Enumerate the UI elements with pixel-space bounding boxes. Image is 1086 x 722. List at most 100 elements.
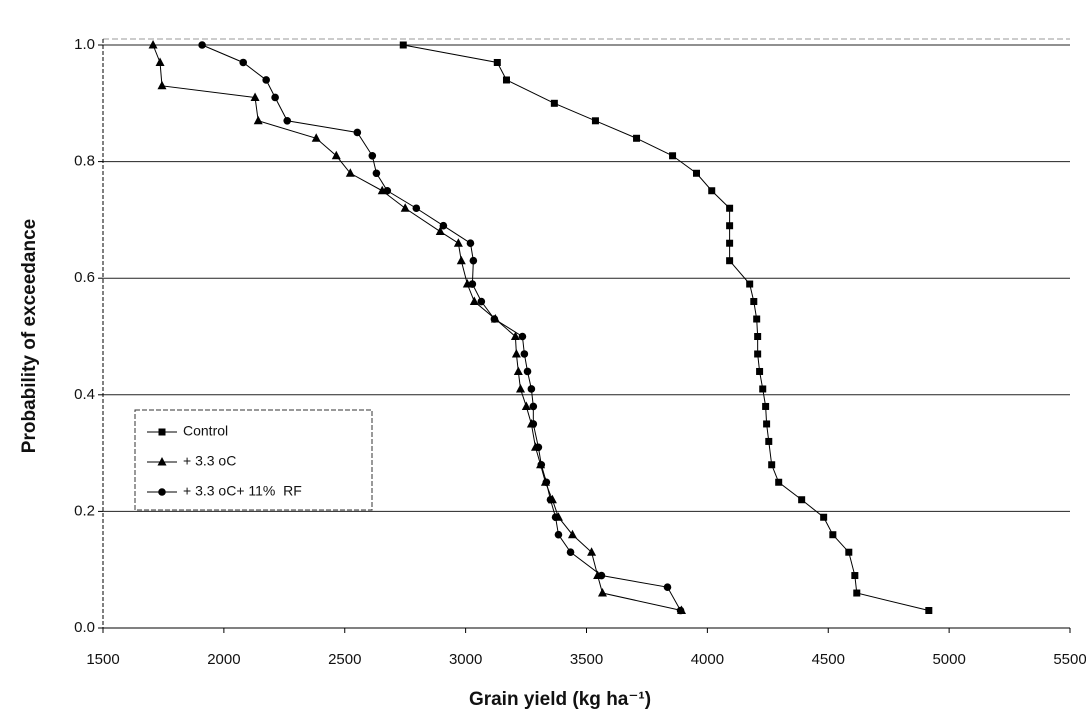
marker	[466, 239, 475, 248]
marker	[283, 116, 292, 125]
marker	[527, 385, 536, 393]
marker	[520, 350, 529, 358]
marker	[518, 332, 527, 341]
marker	[663, 583, 672, 591]
marker	[775, 478, 783, 486]
marker	[477, 297, 486, 306]
marker	[726, 257, 734, 265]
marker	[692, 169, 700, 177]
x-tick-label: 4000	[691, 651, 724, 668]
marker	[587, 547, 597, 556]
marker	[271, 93, 279, 102]
marker	[521, 401, 531, 410]
legend-label: + 3.3 oC+ 11% RF	[183, 483, 302, 499]
marker	[456, 255, 466, 265]
marker	[551, 513, 560, 522]
x-tick-label: 5000	[932, 651, 965, 668]
marker	[768, 461, 776, 469]
marker	[820, 513, 828, 521]
marker	[726, 222, 734, 230]
marker	[383, 186, 392, 195]
x-tick-label: 3000	[449, 651, 482, 668]
marker	[633, 134, 641, 142]
marker	[453, 238, 463, 247]
marker	[597, 571, 606, 580]
marker	[239, 58, 248, 67]
marker	[726, 204, 734, 212]
marker	[353, 128, 362, 137]
y-tick-label: 1.0	[74, 36, 95, 53]
marker	[851, 572, 859, 580]
x-tick-label: 5500	[1053, 651, 1086, 668]
series-line	[403, 44, 929, 611]
marker	[542, 478, 551, 487]
marker	[516, 383, 526, 393]
marker	[746, 280, 754, 288]
marker	[708, 187, 716, 195]
marker	[750, 298, 758, 306]
marker	[469, 256, 478, 265]
marker	[546, 495, 555, 504]
y-tick-label: 0.6	[74, 269, 95, 286]
marker	[550, 99, 558, 107]
marker	[669, 152, 677, 160]
marker	[262, 76, 270, 84]
marker	[439, 221, 448, 230]
x-tick-label: 2000	[207, 651, 240, 668]
marker	[534, 443, 543, 452]
marker	[157, 457, 167, 466]
y-tick-label: 0.4	[74, 386, 95, 403]
marker	[853, 589, 861, 597]
x-tick-label: 4500	[812, 651, 845, 668]
x-tick-label: 2500	[328, 651, 361, 668]
marker	[925, 607, 933, 615]
marker	[435, 226, 445, 236]
marker	[567, 529, 577, 539]
marker	[345, 168, 355, 177]
marker	[754, 350, 762, 358]
marker	[754, 333, 762, 340]
legend-label: + 3.3 oC	[183, 453, 236, 469]
legend-label: Control	[183, 423, 228, 439]
marker	[198, 41, 206, 49]
marker	[400, 203, 410, 212]
marker	[368, 151, 377, 160]
marker	[158, 488, 166, 496]
marker	[311, 133, 321, 142]
marker	[676, 606, 685, 615]
marker	[513, 366, 523, 375]
marker	[726, 239, 734, 247]
marker	[511, 348, 521, 358]
x-tick-label: 1500	[86, 651, 119, 668]
marker	[537, 460, 546, 469]
marker	[756, 367, 764, 375]
y-tick-label: 0.2	[74, 502, 95, 519]
marker	[510, 331, 520, 340]
y-tick-label: 0.0	[74, 619, 95, 636]
marker	[250, 92, 260, 101]
y-axis-title: Probability of exceedance	[19, 219, 40, 453]
marker	[845, 548, 853, 556]
marker	[158, 428, 166, 436]
y-tick-label: 0.8	[74, 153, 95, 170]
marker	[529, 420, 538, 428]
legend: Control + 3.3 oC + 3.3 oC+ 11% RF	[134, 409, 373, 511]
marker	[399, 41, 407, 49]
marker	[529, 402, 538, 411]
marker	[502, 76, 510, 84]
marker	[591, 117, 599, 125]
x-tick-label: 3500	[570, 651, 603, 668]
marker	[490, 315, 499, 323]
x-axis-title: Grain yield (kg ha⁻¹)	[469, 689, 651, 710]
marker	[765, 437, 773, 445]
marker	[523, 367, 532, 376]
marker	[554, 530, 563, 539]
marker	[753, 315, 761, 323]
marker	[798, 496, 806, 504]
marker	[829, 531, 837, 539]
marker	[597, 588, 607, 597]
marker	[763, 420, 771, 428]
